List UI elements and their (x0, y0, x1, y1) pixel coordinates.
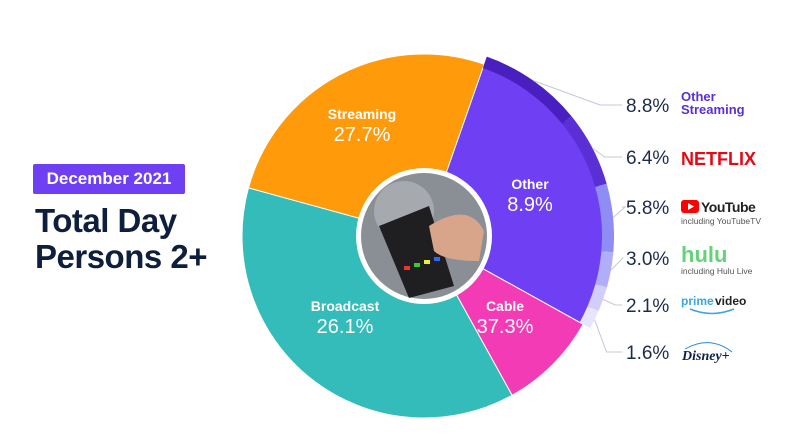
leader-line (533, 80, 622, 106)
breakdown-value: 3.0% (626, 249, 669, 270)
ring-segment-1 (562, 116, 607, 187)
ring-segment-4 (587, 284, 607, 312)
brand-youtube-sub: including YouTubeTV (681, 216, 761, 226)
ring-segment-2 (595, 183, 615, 253)
brand-other-streaming-2: Streaming (681, 102, 745, 117)
hand-icon (429, 214, 484, 261)
leader-line (592, 147, 622, 158)
youtube-play-icon (688, 203, 694, 210)
breakdown-value: 1.6% (626, 343, 669, 364)
breakdown-value: 6.4% (626, 148, 669, 169)
remote-button-1 (414, 263, 420, 267)
ring-segment-0 (482, 56, 572, 124)
remote-button-2 (424, 260, 430, 264)
amazon-smile-icon (689, 308, 735, 315)
remote-button-0 (404, 266, 410, 270)
slice-cable (241, 187, 513, 419)
category-value: 8.9% (507, 194, 553, 216)
remote-button-3 (434, 257, 440, 261)
category-value: 26.1% (317, 316, 374, 338)
brand-netflix: NETFLIX (681, 149, 756, 169)
ring-segment-3 (595, 251, 614, 288)
brand-youtube: YouTube (701, 199, 756, 215)
leader-line (594, 319, 622, 353)
breakdown-value: 2.1% (626, 296, 669, 317)
category-value: 27.7% (334, 124, 391, 146)
brand-other-streaming: Other (681, 89, 716, 104)
brand-disney: Disney+ (681, 349, 730, 364)
category-label: Other (511, 176, 549, 192)
category-label: Cable (486, 298, 524, 314)
date-badge: December 2021 (33, 164, 185, 194)
leader-line (602, 298, 622, 306)
title-line-2: Persons 2+ (35, 238, 208, 275)
leader-line (612, 206, 627, 219)
category-label: Broadcast (311, 298, 380, 314)
category-label: Streaming (328, 106, 396, 122)
brand-video: video (715, 294, 746, 308)
breakdown-value: 8.8% (626, 96, 669, 117)
breakdown-value: 5.8% (626, 198, 669, 219)
ring-segment-5 (579, 306, 599, 329)
brand-hulu-sub: including Hulu Live (681, 266, 753, 276)
disney-arc-icon (684, 342, 733, 353)
brand-prime: prime (681, 294, 714, 308)
title-line-1: Total Day (35, 202, 177, 239)
brand-hulu: hulu (681, 242, 727, 267)
leader-line (610, 257, 625, 271)
category-value: 37.3% (477, 316, 534, 338)
